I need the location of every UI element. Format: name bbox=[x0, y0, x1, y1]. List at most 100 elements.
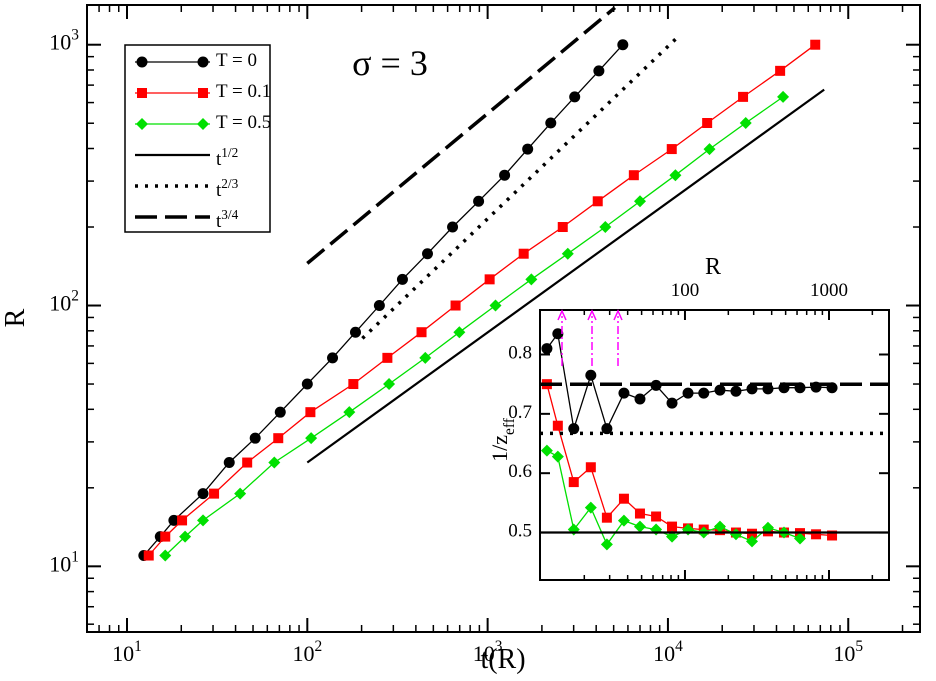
point bbox=[177, 515, 188, 526]
point bbox=[651, 511, 662, 522]
point bbox=[584, 501, 597, 514]
point bbox=[669, 169, 682, 182]
x-axis-label: t(R) bbox=[480, 644, 525, 675]
point bbox=[343, 406, 356, 419]
point bbox=[382, 352, 393, 363]
inset-x-axis-label: R bbox=[705, 254, 721, 280]
point bbox=[703, 143, 716, 156]
x-tick-label: 102 bbox=[292, 638, 322, 666]
legend-label: T = 0 bbox=[216, 50, 257, 71]
point bbox=[160, 531, 171, 542]
point bbox=[305, 407, 316, 418]
point bbox=[667, 521, 678, 532]
point bbox=[143, 550, 154, 561]
point bbox=[568, 477, 579, 488]
legend-marker bbox=[136, 118, 148, 130]
point bbox=[775, 65, 786, 76]
y-tick-label: 101 bbox=[49, 548, 79, 576]
point bbox=[561, 247, 574, 260]
point bbox=[811, 529, 822, 540]
point bbox=[601, 423, 613, 435]
point bbox=[599, 221, 612, 234]
point bbox=[777, 90, 790, 103]
point bbox=[552, 420, 563, 431]
point bbox=[634, 393, 646, 405]
point bbox=[633, 520, 646, 533]
point bbox=[416, 327, 427, 338]
point bbox=[714, 384, 726, 396]
point bbox=[159, 549, 172, 562]
arrows bbox=[557, 309, 623, 366]
point bbox=[746, 528, 757, 539]
series-line bbox=[306, 88, 825, 464]
point bbox=[617, 514, 630, 527]
point bbox=[682, 387, 694, 399]
point bbox=[551, 450, 564, 463]
x-tick-label: 103 bbox=[473, 638, 503, 666]
point bbox=[593, 65, 605, 77]
point bbox=[738, 91, 749, 102]
point bbox=[179, 530, 192, 543]
legend-marker bbox=[136, 56, 148, 68]
point bbox=[518, 248, 529, 259]
point bbox=[273, 433, 284, 444]
point bbox=[585, 462, 596, 473]
point bbox=[541, 343, 553, 355]
point bbox=[793, 532, 806, 545]
point bbox=[489, 299, 502, 312]
point bbox=[274, 406, 286, 418]
point bbox=[327, 352, 339, 364]
inset-panel: 100 1000 0.5 0.6 0.7 0.8 bbox=[508, 280, 890, 581]
inset-y-axis-label: 1/zeff bbox=[487, 417, 518, 462]
legend-marker bbox=[198, 88, 208, 98]
point bbox=[522, 143, 534, 155]
point bbox=[601, 512, 612, 523]
point bbox=[730, 385, 742, 397]
point bbox=[650, 379, 662, 391]
point bbox=[197, 514, 210, 527]
point bbox=[569, 91, 581, 103]
series-line bbox=[306, 6, 617, 265]
legend-marker bbox=[197, 56, 209, 68]
point bbox=[713, 520, 726, 533]
legend-label: T = 0.1 bbox=[216, 81, 271, 102]
point bbox=[585, 369, 597, 381]
y-tick-label: 103 bbox=[49, 27, 79, 55]
legend-box bbox=[124, 44, 271, 233]
point bbox=[234, 487, 247, 500]
point bbox=[746, 383, 758, 395]
point bbox=[473, 195, 485, 207]
point bbox=[600, 538, 613, 551]
point bbox=[348, 379, 359, 390]
point bbox=[249, 432, 261, 444]
point bbox=[628, 170, 639, 181]
point bbox=[499, 169, 511, 181]
legend-marker bbox=[137, 88, 147, 98]
legend-marker bbox=[197, 118, 209, 130]
point bbox=[762, 383, 774, 395]
point bbox=[729, 528, 742, 541]
point bbox=[568, 423, 580, 435]
point bbox=[666, 397, 678, 409]
y-tick-label: 0.5 bbox=[508, 521, 532, 542]
point bbox=[396, 273, 408, 285]
y-tick-label: 0.8 bbox=[508, 343, 532, 364]
x-tick-label: 1000 bbox=[810, 280, 848, 301]
point bbox=[810, 39, 821, 50]
point bbox=[242, 457, 253, 468]
x-tick-label: 105 bbox=[833, 638, 863, 666]
point bbox=[617, 39, 629, 51]
point bbox=[383, 378, 396, 391]
legend-label: T = 0.5 bbox=[216, 112, 271, 133]
point bbox=[739, 117, 752, 130]
point bbox=[305, 432, 318, 445]
point bbox=[450, 300, 461, 311]
point bbox=[268, 456, 281, 469]
point bbox=[484, 274, 495, 285]
point bbox=[666, 530, 679, 543]
point bbox=[634, 508, 645, 519]
point bbox=[634, 195, 647, 208]
y-axis-label: R bbox=[0, 308, 31, 327]
point bbox=[421, 248, 433, 260]
